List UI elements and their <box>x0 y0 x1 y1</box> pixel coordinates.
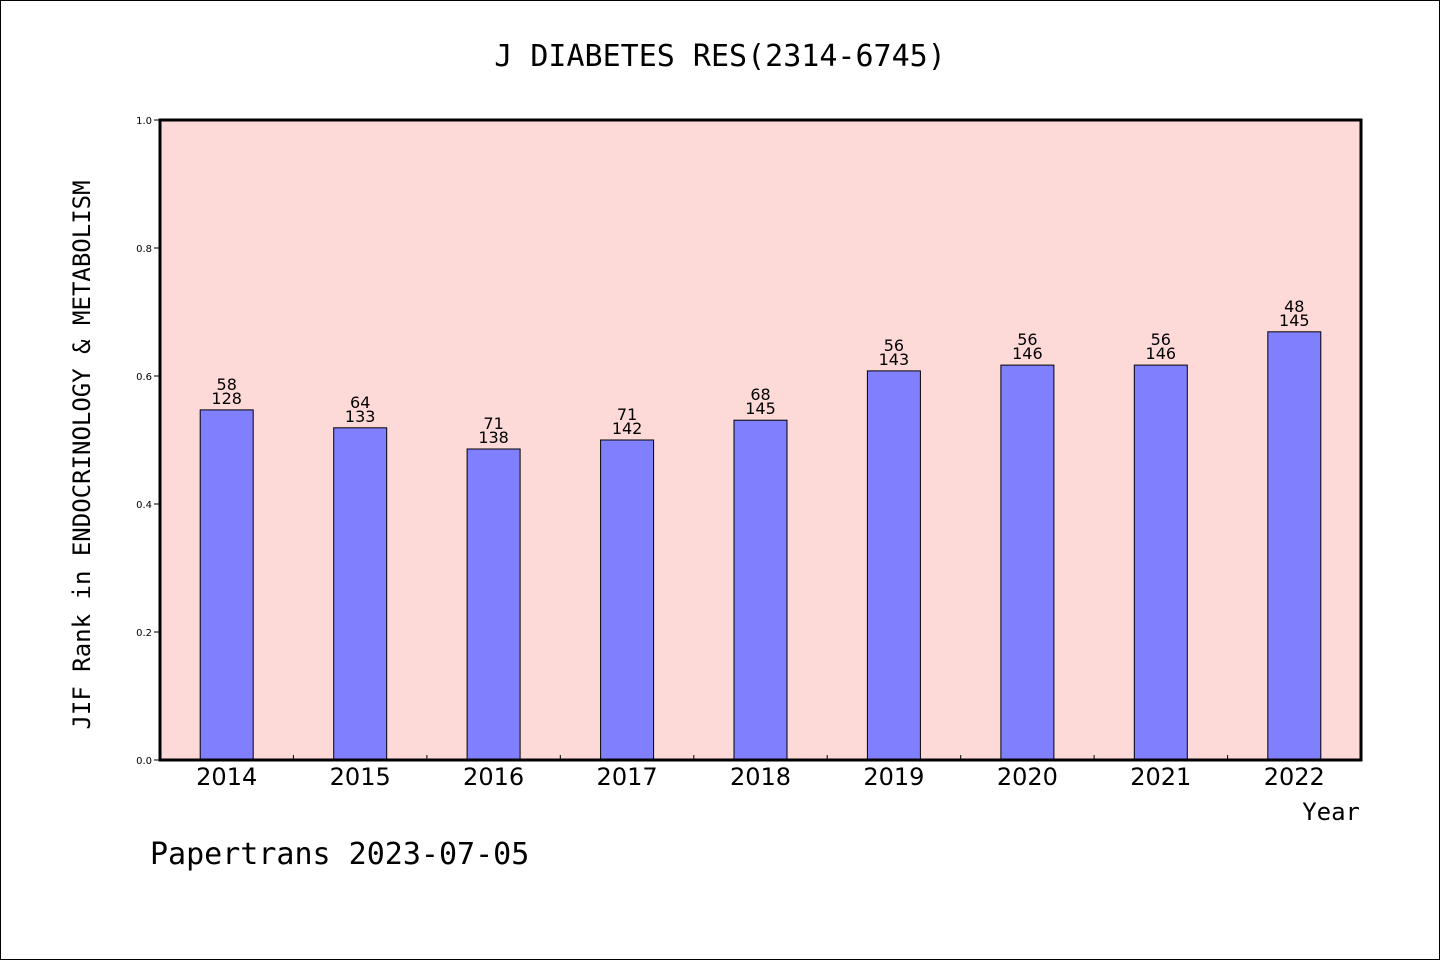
data-label-rank-2016: 71 <box>483 414 503 433</box>
data-label-rank-2020: 56 <box>1017 330 1037 349</box>
data-label-rank-2022: 48 <box>1284 297 1304 316</box>
data-label-total-2020: 146 <box>1012 344 1043 363</box>
x-tick-label-2015: 2015 <box>330 763 391 791</box>
bar-2021 <box>1133 364 1188 761</box>
x-tick-label-2014: 2014 <box>196 763 257 791</box>
y-tick-label-0.8: 0.8 <box>136 244 152 255</box>
data-label-total-2016: 138 <box>478 428 509 447</box>
x-tick-label-2016: 2016 <box>463 763 524 791</box>
data-label-total-2014: 128 <box>211 389 242 408</box>
bar-2014 <box>199 409 254 761</box>
bar-2020 <box>1000 364 1055 761</box>
bar-2018 <box>733 419 788 761</box>
y-tick-label-0.2: 0.2 <box>136 628 152 639</box>
data-label-total-2017: 142 <box>612 419 643 438</box>
y-tick-label-0.4: 0.4 <box>136 500 152 511</box>
data-label-total-2021: 146 <box>1146 344 1177 363</box>
data-label-rank-2019: 56 <box>884 336 904 355</box>
data-label-rank-2021: 56 <box>1151 330 1171 349</box>
x-tick-label-2017: 2017 <box>597 763 658 791</box>
y-tick-label-1.0: 1.0 <box>136 116 152 127</box>
y-axis: 0.0 0.2 0.4 0.6 0.8 1.0 <box>136 116 160 767</box>
data-label-total-2015: 133 <box>345 407 376 426</box>
data-label-total-2019: 143 <box>879 350 910 369</box>
data-label-rank-2015: 64 <box>350 393 370 412</box>
bar-2022 <box>1267 331 1322 761</box>
data-label-rank-2014: 58 <box>217 375 237 394</box>
y-tick-label-0.6: 0.6 <box>136 372 152 383</box>
x-tick-label-2018: 2018 <box>730 763 791 791</box>
x-tick-label-2022: 2022 <box>1264 763 1325 791</box>
bar-2019 <box>866 370 921 761</box>
x-axis-label: Year <box>1302 798 1360 826</box>
bars-layer <box>199 331 1322 761</box>
y-axis-label: JIF Rank in ENDOCRINOLOGY & METABOLISM <box>68 180 96 729</box>
data-label-total-2022: 145 <box>1279 311 1310 330</box>
y-tick-label-0.0: 0.0 <box>136 756 152 767</box>
data-label-rank-2018: 68 <box>750 385 770 404</box>
data-label-total-2018: 145 <box>745 399 776 418</box>
x-tick-label-2019: 2019 <box>863 763 924 791</box>
plot-border <box>158 118 1363 762</box>
chart-title: J DIABETES RES(2314-6745) <box>494 39 946 74</box>
x-tick-label-2020: 2020 <box>997 763 1058 791</box>
footer-text: Papertrans 2023-07-05 <box>150 837 529 872</box>
data-label-rank-2017: 71 <box>617 405 637 424</box>
x-tick-label-2021: 2021 <box>1130 763 1191 791</box>
bar-2017 <box>600 439 655 761</box>
bar-2015 <box>333 427 388 761</box>
x-axis: 2014 2015 2016 2017 2018 2019 2020 2021 2022 <box>196 755 1325 791</box>
bar-2016 <box>466 448 521 761</box>
